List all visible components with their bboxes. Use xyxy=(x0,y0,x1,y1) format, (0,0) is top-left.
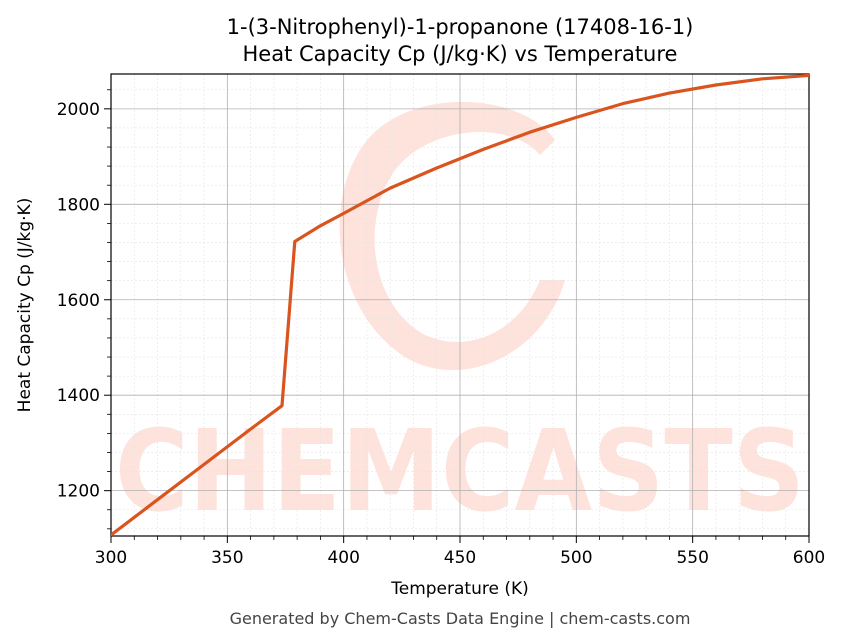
x-tick-label: 350 xyxy=(211,548,243,568)
series-line xyxy=(111,74,809,536)
y-tick-label: 1200 xyxy=(57,482,100,502)
x-tick-label: 300 xyxy=(95,548,127,568)
x-tick-label: 400 xyxy=(327,548,359,568)
axis-ticks: 300 350 400 450 500 550 600 1200 1400 1600 1800 200… xyxy=(57,89,825,568)
series-layer xyxy=(111,74,809,536)
x-tick-label: 550 xyxy=(676,548,708,568)
x-tick-label: 500 xyxy=(560,548,592,568)
y-tick-label: 1800 xyxy=(57,195,100,215)
x-axis-label: Temperature (K) xyxy=(390,579,529,599)
chart-subtitle: Heat Capacity Cp (J/kg·K) vs Temperature xyxy=(243,42,678,66)
x-tick-label: 450 xyxy=(444,548,476,568)
footer-credit: Generated by Chem-Casts Data Engine | ch… xyxy=(230,609,691,628)
y-tick-label: 1600 xyxy=(57,291,100,311)
y-tick-label: 1400 xyxy=(57,386,100,406)
chart-title: 1-(3-Nitrophenyl)-1-propanone (17408-16-… xyxy=(227,15,694,39)
grid xyxy=(111,74,809,536)
watermark-logo xyxy=(339,101,565,371)
x-tick-label: 600 xyxy=(793,548,825,568)
y-tick-label: 2000 xyxy=(57,100,100,120)
y-axis-label: Heat Capacity Cp (J/kg·K) xyxy=(15,198,35,413)
